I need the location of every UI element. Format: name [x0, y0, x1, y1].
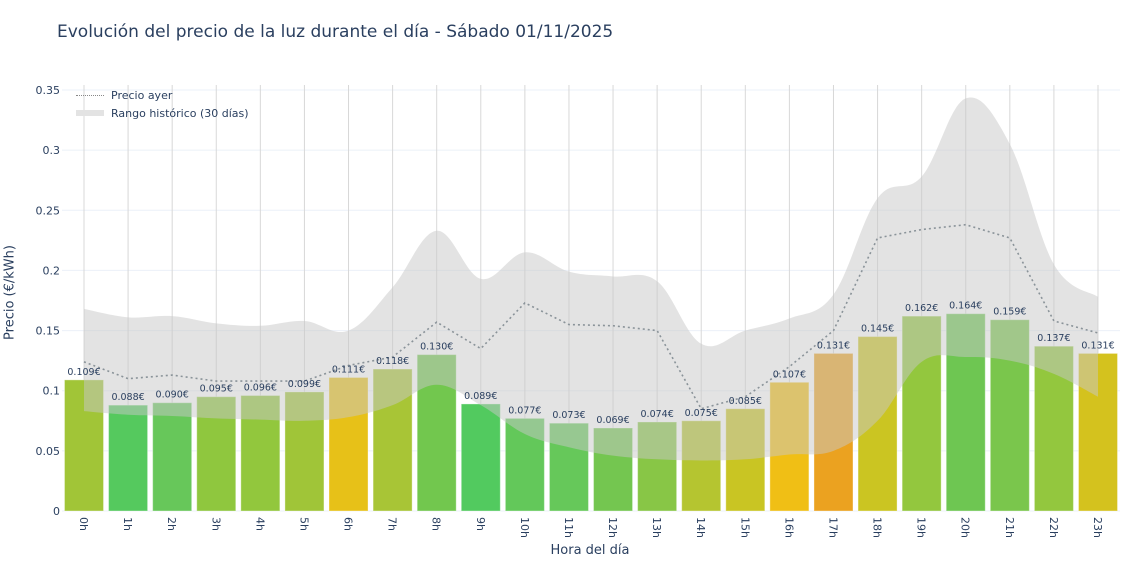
y-tick-label: 0.05 — [36, 445, 61, 458]
bar-2h[interactable] — [152, 402, 193, 512]
y-tick-label: 0.15 — [36, 325, 61, 338]
bar-value-label: 0.107€ — [773, 369, 806, 380]
bar-value-label: 0.074€ — [641, 409, 674, 420]
x-tick-label: 9h — [474, 517, 487, 531]
x-tick-label: 1h — [121, 517, 134, 531]
legend-label-yesterday: Precio ayer — [111, 88, 173, 102]
y-tick-label: 0 — [53, 505, 60, 518]
x-tick-label: 21h — [1003, 517, 1016, 538]
dotted-line-icon — [76, 94, 104, 96]
x-axis-title: Hora del día — [550, 543, 630, 558]
bar-value-label: 0.073€ — [552, 410, 585, 421]
x-tick-label: 15h — [738, 517, 751, 538]
bar-value-label: 0.159€ — [993, 307, 1026, 318]
x-tick-label: 10h — [518, 517, 531, 538]
legend: Precio ayer Rango histórico (30 días) — [76, 86, 249, 122]
bar-value-labels: 0.109€ 0.088€ 0.090€ 0.095€ 0.096€ 0.099€ 0.11… — [67, 301, 1114, 426]
y-tick-label: 0.25 — [36, 204, 61, 217]
bar-9h[interactable] — [460, 403, 501, 512]
y-tick-label: 0.3 — [43, 144, 61, 157]
bar-value-label: 0.164€ — [949, 301, 982, 312]
chart-title: Evolución del precio de la luz durante e… — [57, 22, 614, 42]
x-tick-label: 14h — [694, 517, 707, 538]
bar-value-label: 0.090€ — [156, 390, 189, 401]
legend-item-range[interactable]: Rango histórico (30 días) — [76, 104, 249, 122]
x-tick-label: 6h — [342, 517, 355, 531]
bar-value-label: 0.085€ — [729, 396, 762, 407]
x-tick-label: 20h — [959, 517, 972, 538]
bar-value-label: 0.096€ — [244, 383, 277, 394]
y-axis-title: Precio (€/kWh) — [2, 245, 18, 340]
y-axis-ticks: 0 0.05 0.1 0.15 0.2 0.25 0.3 0.35 — [36, 84, 61, 518]
x-tick-label: 8h — [430, 517, 443, 531]
x-tick-label: 17h — [826, 517, 839, 538]
y-tick-label: 0.1 — [43, 385, 61, 398]
bar-value-label: 0.109€ — [67, 367, 100, 378]
x-tick-label: 4h — [253, 517, 266, 531]
legend-label-range: Rango histórico (30 días) — [111, 106, 249, 120]
bar-value-label: 0.131€ — [1081, 340, 1114, 351]
bar-value-label: 0.069€ — [596, 415, 629, 426]
x-tick-label: 12h — [606, 517, 619, 538]
x-tick-label: 13h — [650, 517, 663, 538]
bar-value-label: 0.118€ — [376, 356, 409, 367]
yesterday-price-line — [83, 223, 1099, 410]
bar-1h[interactable] — [108, 404, 149, 512]
historical-range-band — [84, 97, 1098, 461]
bar-value-label: 0.111€ — [332, 364, 365, 375]
band-swatch-icon — [76, 110, 104, 116]
bar-value-label: 0.130€ — [420, 342, 453, 353]
y-tick-label: 0.35 — [36, 84, 61, 97]
bar-value-label: 0.075€ — [685, 408, 718, 419]
x-tick-label: 11h — [562, 517, 575, 538]
x-tick-label: 22h — [1047, 517, 1060, 538]
legend-item-yesterday[interactable]: Precio ayer — [76, 86, 249, 104]
x-axis-ticks: 0h 1h 2h 3h 4h 5h 6h 7h 8h 9h 10h 11h 12h 13h 14h 15h 16… — [77, 517, 1104, 538]
bar-value-label: 0.077€ — [508, 405, 541, 416]
bar-value-label: 0.089€ — [464, 391, 497, 402]
x-tick-label: 7h — [386, 517, 399, 531]
x-tick-label: 18h — [871, 517, 884, 538]
x-tick-label: 3h — [209, 517, 222, 531]
bar-value-label: 0.088€ — [111, 392, 144, 403]
bar-value-label: 0.145€ — [861, 324, 894, 335]
y-tick-label: 0.2 — [43, 264, 61, 277]
x-tick-label: 0h — [77, 517, 90, 531]
bar-value-label: 0.099€ — [288, 379, 321, 390]
bar-value-label: 0.137€ — [1037, 333, 1070, 344]
x-tick-label: 23h — [1091, 517, 1104, 538]
bar-value-label: 0.162€ — [905, 303, 938, 314]
x-tick-label: 16h — [782, 517, 795, 538]
bar-value-label: 0.095€ — [200, 384, 233, 395]
x-tick-label: 19h — [915, 517, 928, 538]
bar-value-label: 0.131€ — [817, 340, 850, 351]
x-tick-label: 5h — [297, 517, 310, 531]
x-tick-label: 2h — [165, 517, 178, 531]
